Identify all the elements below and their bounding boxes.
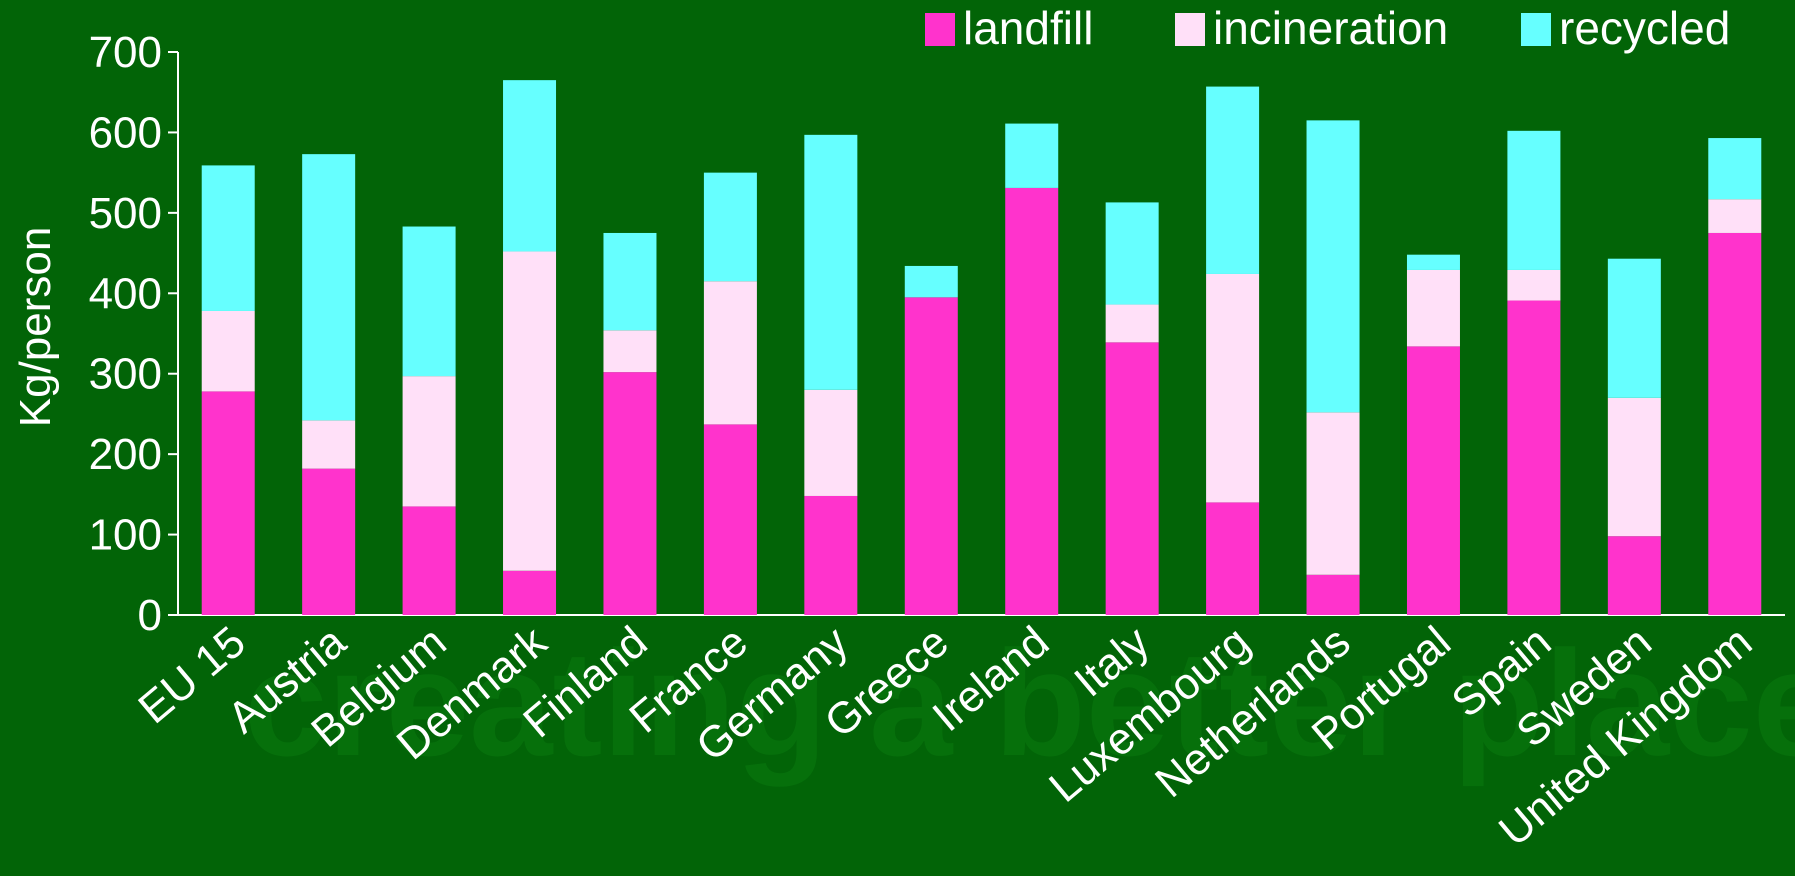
bar-segment-landfill bbox=[402, 506, 456, 615]
legend: landfill incineration recycled bbox=[925, 2, 1730, 54]
bar-segment-landfill bbox=[201, 391, 255, 615]
bar-segment-incineration bbox=[1206, 273, 1260, 503]
bar-segment-recycled bbox=[603, 232, 657, 331]
bar-segment-incineration bbox=[1507, 269, 1561, 301]
legend-swatch-incineration bbox=[1175, 13, 1205, 46]
legend-label-landfill: landfill bbox=[963, 2, 1093, 54]
bar-segment-landfill bbox=[804, 495, 858, 615]
bar-segment-landfill bbox=[1005, 187, 1059, 615]
bar-segment-landfill bbox=[1105, 342, 1159, 615]
y-tick-label: 500 bbox=[89, 189, 162, 238]
bar-segment-incineration bbox=[1708, 199, 1762, 233]
bar-segment-recycled bbox=[1406, 254, 1460, 270]
y-axis-label: Kg/person bbox=[11, 227, 60, 428]
bar-segment-landfill bbox=[703, 424, 757, 615]
bar-segment-recycled bbox=[1306, 120, 1360, 413]
bar-segment-landfill bbox=[1406, 346, 1460, 615]
bar-segment-incineration bbox=[1105, 304, 1159, 343]
y-tick-label: 600 bbox=[89, 108, 162, 157]
bar-segment-incineration bbox=[1306, 412, 1360, 575]
bar-segment-incineration bbox=[1406, 269, 1460, 347]
legend-label-incineration: incineration bbox=[1213, 2, 1448, 54]
y-tick-label: 200 bbox=[89, 430, 162, 479]
bar-segment-landfill bbox=[1306, 574, 1360, 615]
bar-segment-recycled bbox=[503, 80, 557, 252]
bar-segment-landfill bbox=[904, 297, 958, 615]
bar-segment-landfill bbox=[1206, 502, 1260, 615]
bar-segment-incineration bbox=[603, 330, 657, 373]
bar-segment-recycled bbox=[201, 165, 255, 311]
bar-segment-landfill bbox=[302, 468, 356, 615]
bar-segment-recycled bbox=[804, 134, 858, 390]
bar-segment-landfill bbox=[503, 570, 557, 615]
bar-segment-recycled bbox=[1105, 202, 1159, 305]
y-tick-label: 100 bbox=[89, 511, 162, 560]
bar-segment-incineration bbox=[201, 310, 255, 392]
bar-segment-recycled bbox=[1206, 86, 1260, 274]
bar-segment-incineration bbox=[302, 420, 356, 469]
bar-segment-recycled bbox=[1005, 123, 1059, 188]
legend-swatch-landfill bbox=[925, 13, 955, 46]
bar-segment-recycled bbox=[904, 265, 958, 298]
bar-segment-recycled bbox=[1607, 258, 1661, 398]
y-tick-label: 700 bbox=[89, 28, 162, 77]
bar-segment-recycled bbox=[402, 226, 456, 377]
bar-segment-landfill bbox=[1507, 300, 1561, 615]
bar-segment-recycled bbox=[703, 172, 757, 282]
bar-segment-recycled bbox=[1708, 138, 1762, 200]
legend-swatch-recycled bbox=[1521, 13, 1551, 46]
bar-segment-recycled bbox=[302, 154, 356, 421]
y-tick-label: 0 bbox=[138, 591, 162, 640]
bar-segment-incineration bbox=[1607, 397, 1661, 537]
y-axis: 0 100 200 300 400 500 600 700 bbox=[89, 28, 179, 640]
bar-segment-incineration bbox=[402, 376, 456, 507]
bar-segment-incineration bbox=[503, 251, 557, 571]
watermark-text: creating a better place bbox=[244, 619, 1795, 787]
bar-segment-incineration bbox=[703, 281, 757, 425]
y-tick-label: 300 bbox=[89, 350, 162, 399]
bar-segment-recycled bbox=[1507, 130, 1561, 270]
bar-segment-landfill bbox=[1607, 536, 1661, 615]
legend-label-recycled: recycled bbox=[1559, 2, 1730, 54]
bars bbox=[201, 80, 1762, 615]
y-tick-label: 400 bbox=[89, 269, 162, 318]
bar-segment-incineration bbox=[804, 389, 858, 496]
bar-segment-landfill bbox=[1708, 232, 1762, 615]
bar-segment-landfill bbox=[603, 372, 657, 615]
